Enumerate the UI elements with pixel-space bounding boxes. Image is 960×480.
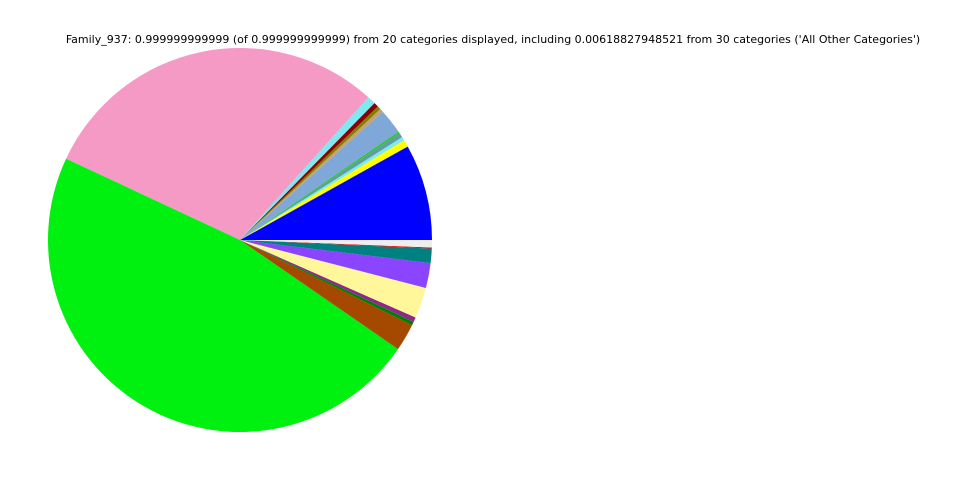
pie-slice-2 [240,140,408,240]
pie-slice-9 [240,102,378,240]
pie-slice-12 [48,158,399,432]
pie-slice-13 [240,240,413,350]
pie-slice-7 [240,109,383,240]
pie-slice-18 [240,240,432,264]
pie-slice-1 [240,146,432,240]
chart-title: Family_937: 0.999999999999 (of 0.9999999… [65,33,921,46]
pie-slice-20 [240,240,432,248]
pie-slice-8 [240,106,381,240]
pie-slice-3 [240,137,405,240]
pie-slice-6 [240,111,399,240]
pie-slice-5 [240,131,400,240]
pie-slice-19 [240,240,432,249]
pie-slice-11 [66,47,369,240]
pie-slice-4 [240,133,403,240]
pie-slice-17 [240,240,431,288]
pie-slice-10 [240,97,375,241]
pie-slice-14 [240,240,414,326]
pie-slice-16 [240,240,426,318]
pie-slice-15 [240,240,416,322]
